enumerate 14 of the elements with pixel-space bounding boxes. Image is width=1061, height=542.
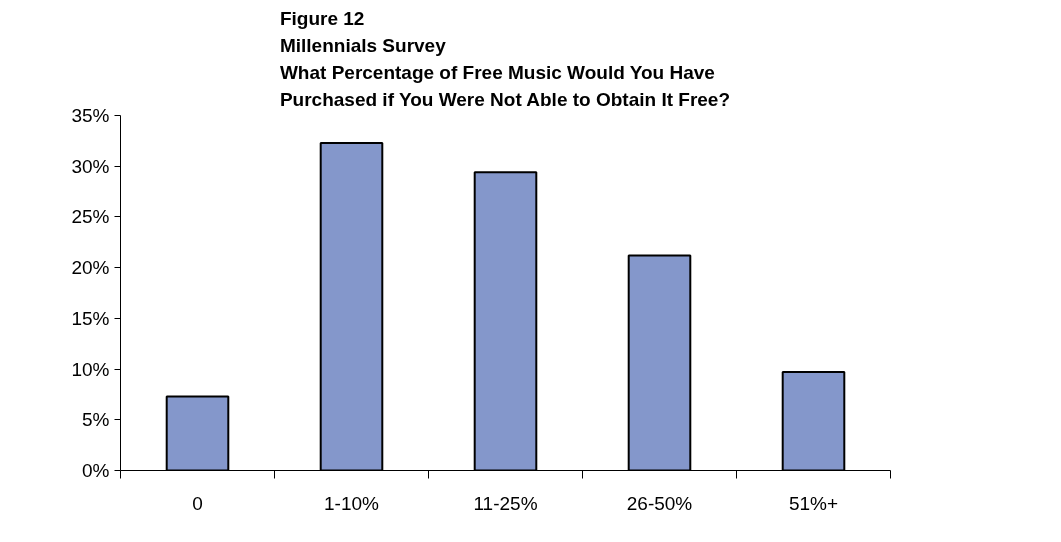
y-tick-label: 10%: [71, 358, 110, 380]
y-tick-label: 15%: [71, 307, 110, 329]
x-tick-label: 26-50%: [626, 492, 693, 514]
x-tick-label: 11-25%: [473, 492, 538, 514]
x-tick-label: 0: [192, 492, 203, 514]
chart-title: Figure 12 Millennials Survey What Percentage of Free Music Would You Have Purchased if You Were Not Able to Obtain It Free?: [279, 7, 731, 111]
x-tick-label: 51%+: [788, 492, 839, 514]
y-tick-label: 20%: [71, 257, 110, 279]
y-tick-label: 35%: [71, 105, 110, 126]
y-tick-label: 5%: [82, 409, 110, 431]
y-tick-label: 25%: [71, 206, 110, 228]
y-tick-label: 30%: [71, 155, 110, 177]
y-tick-label: 0%: [82, 460, 110, 481]
x-tick-label: 1-10%: [324, 492, 380, 514]
